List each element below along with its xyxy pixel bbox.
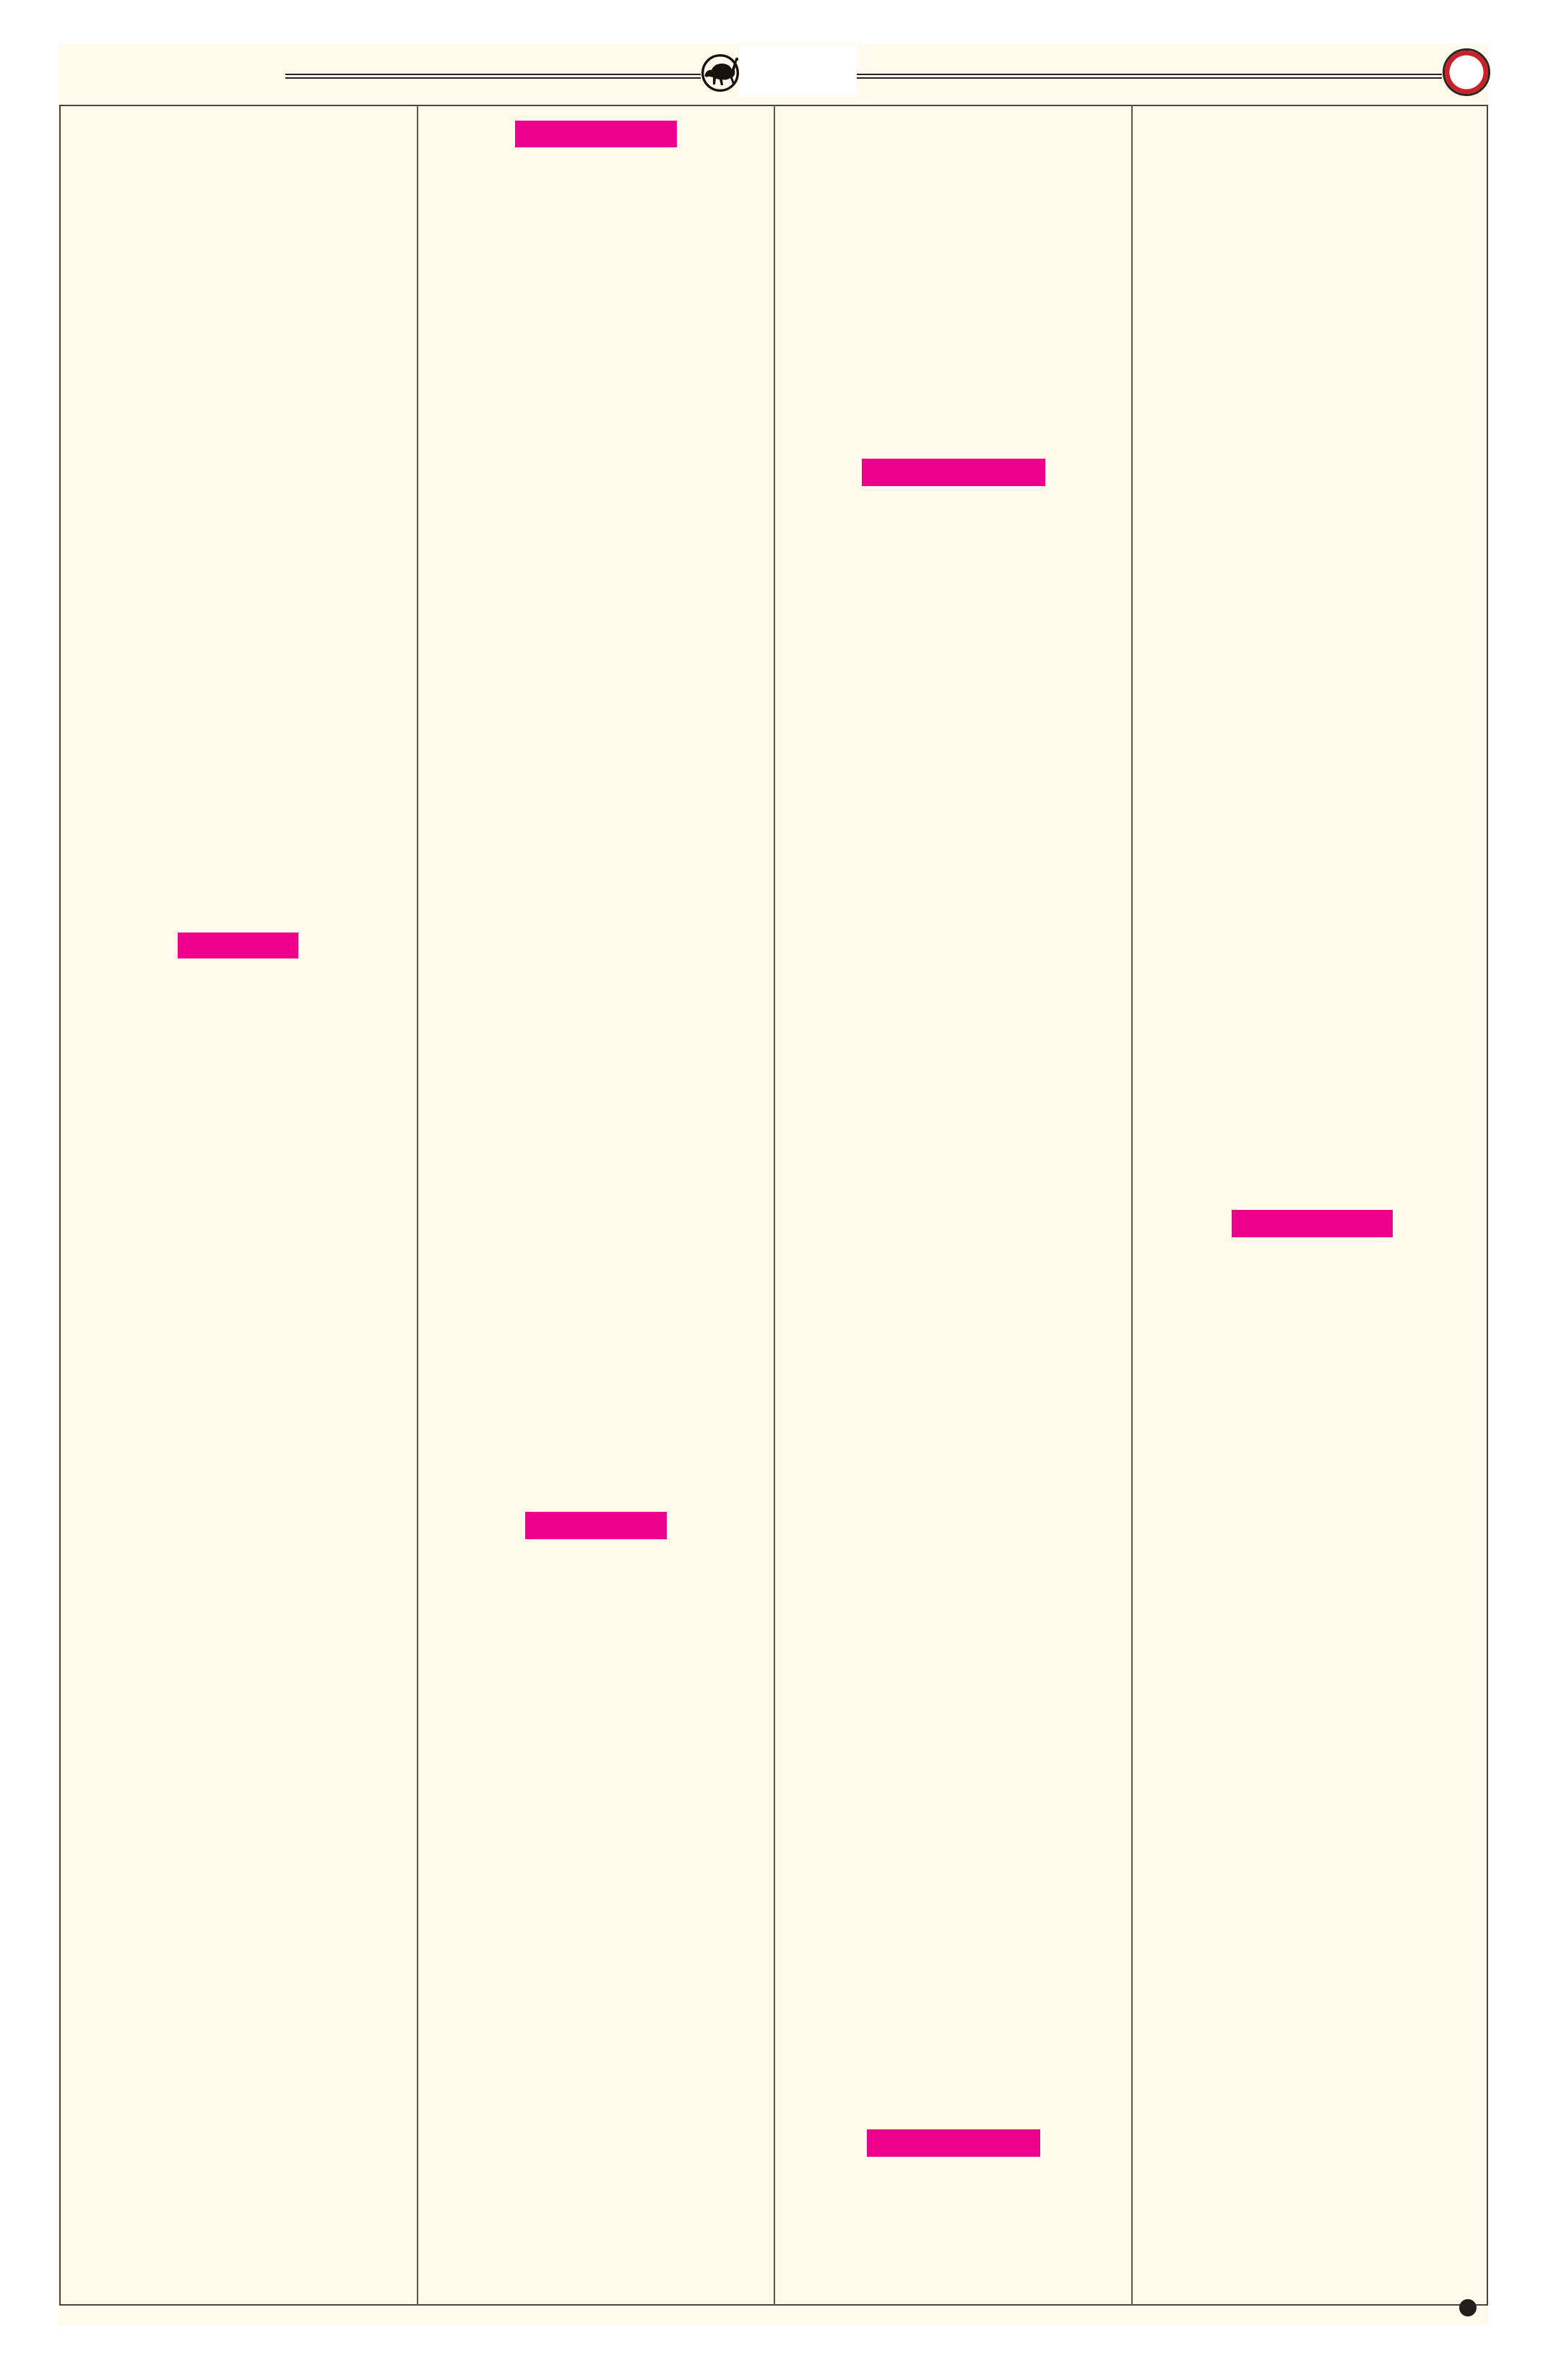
bull-logo-svg xyxy=(701,54,739,92)
masthead-title-blank-box xyxy=(739,45,857,98)
redacted-text-bar xyxy=(867,2129,1040,2157)
paper-page xyxy=(58,43,1488,2326)
column-divider xyxy=(1131,105,1133,2306)
red-seal-icon xyxy=(1443,48,1490,96)
redacted-text-bar xyxy=(1232,1210,1393,1237)
redacted-text-bar xyxy=(178,932,298,959)
column-divider xyxy=(774,105,775,2306)
end-of-page-dot-icon xyxy=(1459,2299,1477,2316)
redacted-text-bar xyxy=(862,459,1045,486)
column-divider xyxy=(417,105,418,2306)
redacted-text-bar xyxy=(525,1512,667,1539)
masthead-left-rule xyxy=(285,74,701,79)
bull-logo-icon xyxy=(701,53,740,92)
masthead-right-rule xyxy=(857,74,1442,79)
redacted-text-bar xyxy=(515,121,677,147)
